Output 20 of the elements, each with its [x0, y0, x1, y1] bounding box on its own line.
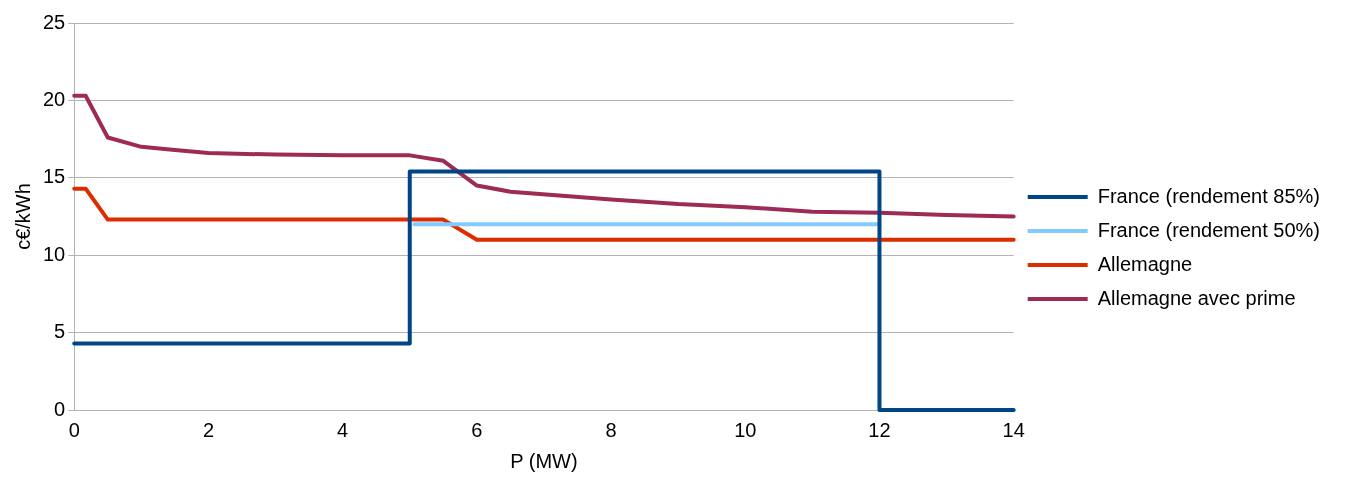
- x-tick-label: 0: [68, 418, 80, 441]
- legend-label: France (rendement 85%): [1097, 184, 1320, 207]
- x-tick-label: 12: [868, 418, 891, 441]
- y-tick-label: 20: [43, 87, 66, 110]
- y-axis-title: c€/kWh: [11, 183, 34, 250]
- x-tick-label: 6: [471, 418, 483, 441]
- x-tick-label: 4: [337, 418, 349, 441]
- x-tick-label: 8: [605, 418, 617, 441]
- x-tick-label: 10: [734, 418, 757, 441]
- x-tick-label: 2: [202, 418, 215, 441]
- y-tick-label: 15: [43, 165, 66, 188]
- y-tick-label: 10: [43, 242, 66, 265]
- x-axis-title: P (MW): [510, 449, 578, 472]
- x-tick-label: 14: [1002, 418, 1025, 441]
- legend-label: Allemagne: [1097, 252, 1193, 275]
- legend-label: Allemagne avec prime: [1097, 286, 1296, 309]
- legend-label: France (rendement 50%): [1097, 218, 1320, 241]
- y-tick-label: 0: [54, 397, 66, 420]
- y-tick-label: 5: [54, 320, 66, 343]
- y-tick-label: 25: [43, 10, 66, 33]
